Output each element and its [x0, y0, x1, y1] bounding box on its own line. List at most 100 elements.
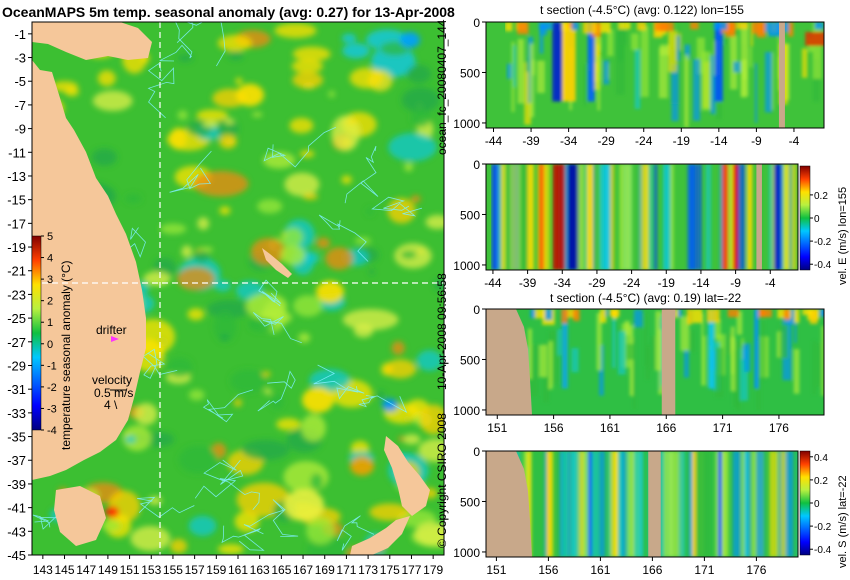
section-y-tick-label: 500: [460, 495, 480, 509]
map-y-tick-label: -15: [7, 193, 26, 208]
section-frame: [485, 163, 799, 271]
section-x-tick-label: -9: [751, 134, 762, 148]
map-y-tick-label: -19: [7, 240, 26, 255]
section-x-tick-label: 151: [486, 563, 506, 577]
run-id-label: ocean_fc_20080407_144: [435, 19, 449, 155]
map-y-tick-label: -45: [7, 548, 26, 563]
velS-colorbar: [799, 450, 811, 556]
section-y-tick-label: 500: [460, 66, 480, 80]
section-x-tick-label: -4: [789, 134, 800, 148]
issued-label: 10-Apr-2008 09:56:58: [435, 273, 449, 390]
map-x-tick-label: 175: [380, 563, 400, 577]
land-new-caledonia: [262, 248, 292, 278]
map-colorbar-tick-label: -3: [47, 403, 57, 415]
map-x-tick-label: 171: [336, 563, 356, 577]
colorbar-tick-label: -0.2: [814, 522, 832, 533]
map-y-tick-label: -1: [14, 27, 26, 42]
section-coast: [486, 451, 532, 557]
section-bands: [491, 164, 798, 270]
map-y-tick-label: -23: [7, 287, 26, 302]
section-x-tick-label: -9: [730, 276, 741, 290]
map-colorbar-tick-label: -2: [47, 382, 57, 394]
map-x-tick-label: 151: [120, 563, 140, 577]
map-x-tick-label: 161: [228, 563, 248, 577]
section-x-tick-label: -24: [623, 276, 641, 290]
section-frame: [485, 308, 825, 416]
map-y-ticks: -1 -3 -5 -7 -9 -11 -13 -15 -17 -19 -21 -23 -25 -27 -29…: [7, 27, 32, 563]
section-x-tick-label: 166: [656, 421, 676, 435]
map-colorbar-tick-label: 2: [47, 296, 53, 308]
section-y-tick-label: 1000: [453, 259, 480, 273]
section-y-tick-label: 500: [460, 208, 480, 222]
map-colorbar-tick-label: 1: [47, 317, 53, 329]
section-x-tick-label: 166: [642, 563, 662, 577]
velS-section-lat-panel: 151 156 161 166 171 176 0 500 1000: [453, 445, 799, 577]
map-x-tick-label: 147: [76, 563, 96, 577]
section-land: [778, 22, 785, 128]
section-x-tick-label: -44: [485, 134, 503, 148]
velS-colorbar-ticks: 0.4 0.2 0 -0.2 -0.4: [810, 453, 832, 556]
map-y-tick-label: -17: [7, 216, 26, 231]
map-colorbar-ticks: 5 4 3 2 1 0 -1 -2 -3 -4: [41, 231, 57, 437]
map-title: OceanMAPS 5m temp. seasonal anomaly (avg…: [2, 4, 455, 20]
map-x-tick-label: 165: [271, 563, 291, 577]
map-y-tick-label: -29: [7, 358, 26, 373]
velS-colorbar-label: vel. S (m/s) lat=-22: [837, 475, 849, 568]
section-y-tick-label: 500: [460, 353, 480, 367]
velocity-label: velocity: [92, 373, 132, 387]
section-x-tick-label: -14: [710, 134, 728, 148]
velocity-speed: 0.5 m/s: [94, 386, 133, 400]
section-y-tick-label: 0: [473, 16, 480, 30]
map-colorbar-tick-label: 0: [47, 339, 53, 351]
map-y-tick-label: -41: [7, 501, 26, 516]
map-x-tick-label: 145: [55, 563, 75, 577]
map-y-tick-label: -31: [7, 382, 26, 397]
map-x-ticks: 143 145 147 149 151 153 155 157 159 161 163 165 167 1…: [33, 555, 443, 577]
section-x-tick-label: -34: [554, 276, 572, 290]
velE-colorbar-label: vel. E (m/s) lon=155: [837, 187, 849, 285]
map-panel: drifter velocity 0.5 m/s 4 \ 143 145 147 14…: [7, 21, 445, 577]
velE-section-lon-panel: -44 -39 -34 -29 -24 -19 -14 -9 -4 0 500 1000: [453, 158, 799, 290]
map-y-tick-label: -11: [8, 145, 26, 160]
map-y-tick-label: -13: [7, 169, 26, 184]
map-colorbar: [31, 235, 42, 431]
section-x-tick-label: -39: [522, 134, 540, 148]
map-x-tick-label: 163: [250, 563, 270, 577]
panel1-title: t section (-4.5°C) (avg: 0.122) lon=155: [540, 3, 744, 17]
section-frame: [485, 450, 799, 558]
section-coast: [486, 309, 532, 415]
map-y-tick-label: -43: [7, 524, 26, 539]
map-x-tick-label: 177: [401, 563, 421, 577]
colorbar-tick-label: 0: [814, 499, 820, 510]
section-x-tick-label: 156: [538, 563, 558, 577]
colorbar-tick-label: 0.4: [814, 453, 828, 464]
map-colorbar-tick-label: -1: [47, 360, 57, 372]
section-bands: [495, 451, 798, 557]
t-section-lon-panel: -44 -39 -34 -29 -24 -19 -14 -9 -4 0 500 1000: [453, 16, 825, 148]
section-y-tick-label: 0: [473, 445, 480, 459]
section-x-tick-label: -19: [673, 134, 691, 148]
map-colorbar-tick-label: 5: [47, 231, 53, 243]
section-y-tick-label: 1000: [453, 546, 480, 560]
map-y-tick-label: -5: [14, 74, 26, 89]
map-y-tick-label: -37: [7, 453, 26, 468]
map-x-tick-label: 153: [141, 563, 161, 577]
map-colorbar-tick-label: -4: [47, 425, 57, 437]
section-y-tick-label: 1000: [453, 404, 480, 418]
map-y-tick-label: -9: [14, 122, 26, 137]
section-frame: [485, 21, 825, 129]
map-y-tick-label: -27: [7, 335, 26, 350]
map-y-tick-label: -39: [7, 477, 26, 492]
map-x-tick-label: 167: [293, 563, 313, 577]
land-nz-south: [350, 516, 410, 555]
section-x-tick-label: 176: [746, 563, 766, 577]
colorbar-tick-label: 0.2: [814, 476, 828, 487]
map-x-tick-label: 143: [33, 563, 53, 577]
section-x-tick-label: -24: [635, 134, 653, 148]
colorbar-tick-label: -0.2: [814, 237, 832, 248]
section-x-tick-label: 151: [487, 421, 507, 435]
section-x-tick-label: -34: [560, 134, 578, 148]
map-y-tick-label: -7: [14, 98, 26, 113]
drifter-label: drifter: [96, 323, 127, 337]
